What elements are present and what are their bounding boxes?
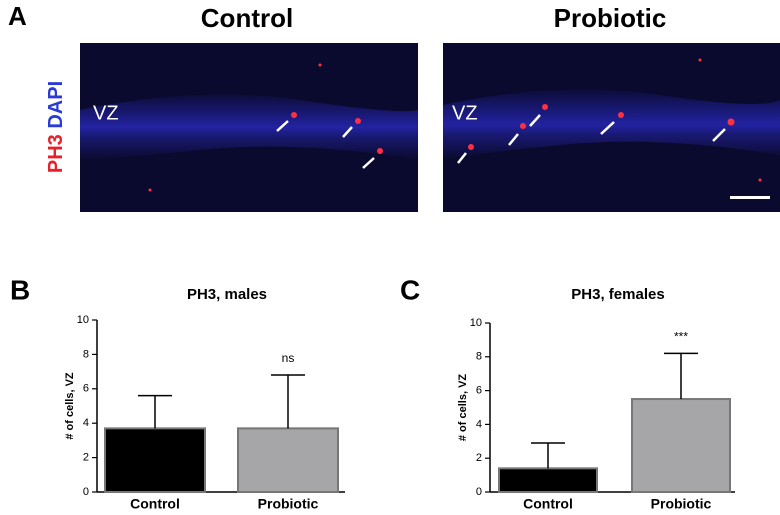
- y-tick-label: 4: [476, 418, 482, 430]
- y-tick-label: 0: [83, 486, 89, 498]
- x-tick-label: Control: [130, 496, 180, 512]
- panel-letter: C: [400, 274, 420, 305]
- arrows: [276, 114, 726, 169]
- stain-name: PH3: [45, 134, 67, 173]
- y-tick-label: 8: [83, 348, 89, 360]
- chart-title: PH3, females: [571, 286, 664, 303]
- y-tick-label: 2: [83, 452, 89, 464]
- y-tick-label: 4: [83, 417, 89, 429]
- x-tick-label: Probiotic: [651, 496, 712, 512]
- micrograph: VZ: [80, 43, 418, 212]
- panel-letter: A: [8, 1, 27, 31]
- y-tick-label: 6: [83, 383, 89, 395]
- y-tick-label: 0: [476, 486, 482, 498]
- x-tick-label: Probiotic: [258, 496, 319, 512]
- y-tick-label: 10: [470, 317, 482, 329]
- y-tick-label: 8: [476, 351, 482, 363]
- y-axis-label: # of cells, VZ: [457, 374, 469, 442]
- panel-letter: B: [10, 274, 30, 305]
- significance-label: ***: [674, 330, 688, 344]
- micrograph: VZ: [443, 43, 780, 212]
- error-bar: [664, 352, 698, 400]
- error-bar: [271, 374, 305, 429]
- y-tick-label: 10: [77, 314, 89, 326]
- stain-name: DAPI: [45, 81, 67, 129]
- y-tick-label: 2: [476, 452, 482, 464]
- bar: [631, 398, 731, 493]
- svg-text:VZ: VZ: [452, 102, 478, 124]
- column-title: Control: [201, 3, 293, 33]
- bar: [498, 467, 598, 493]
- y-axis-label: # of cells, VZ: [64, 372, 76, 440]
- bar: [237, 427, 339, 493]
- chart-title: PH3, males: [187, 286, 267, 303]
- stain-label: PH3 DAPI: [45, 81, 67, 173]
- y-tick-label: 6: [476, 385, 482, 397]
- column-title: Probiotic: [554, 3, 667, 33]
- bar: [104, 427, 206, 493]
- significance-label: ns: [282, 351, 295, 365]
- svg-text:VZ: VZ: [93, 102, 119, 124]
- error-bar: [138, 394, 172, 429]
- error-bar: [531, 442, 565, 469]
- x-tick-label: Control: [523, 496, 573, 512]
